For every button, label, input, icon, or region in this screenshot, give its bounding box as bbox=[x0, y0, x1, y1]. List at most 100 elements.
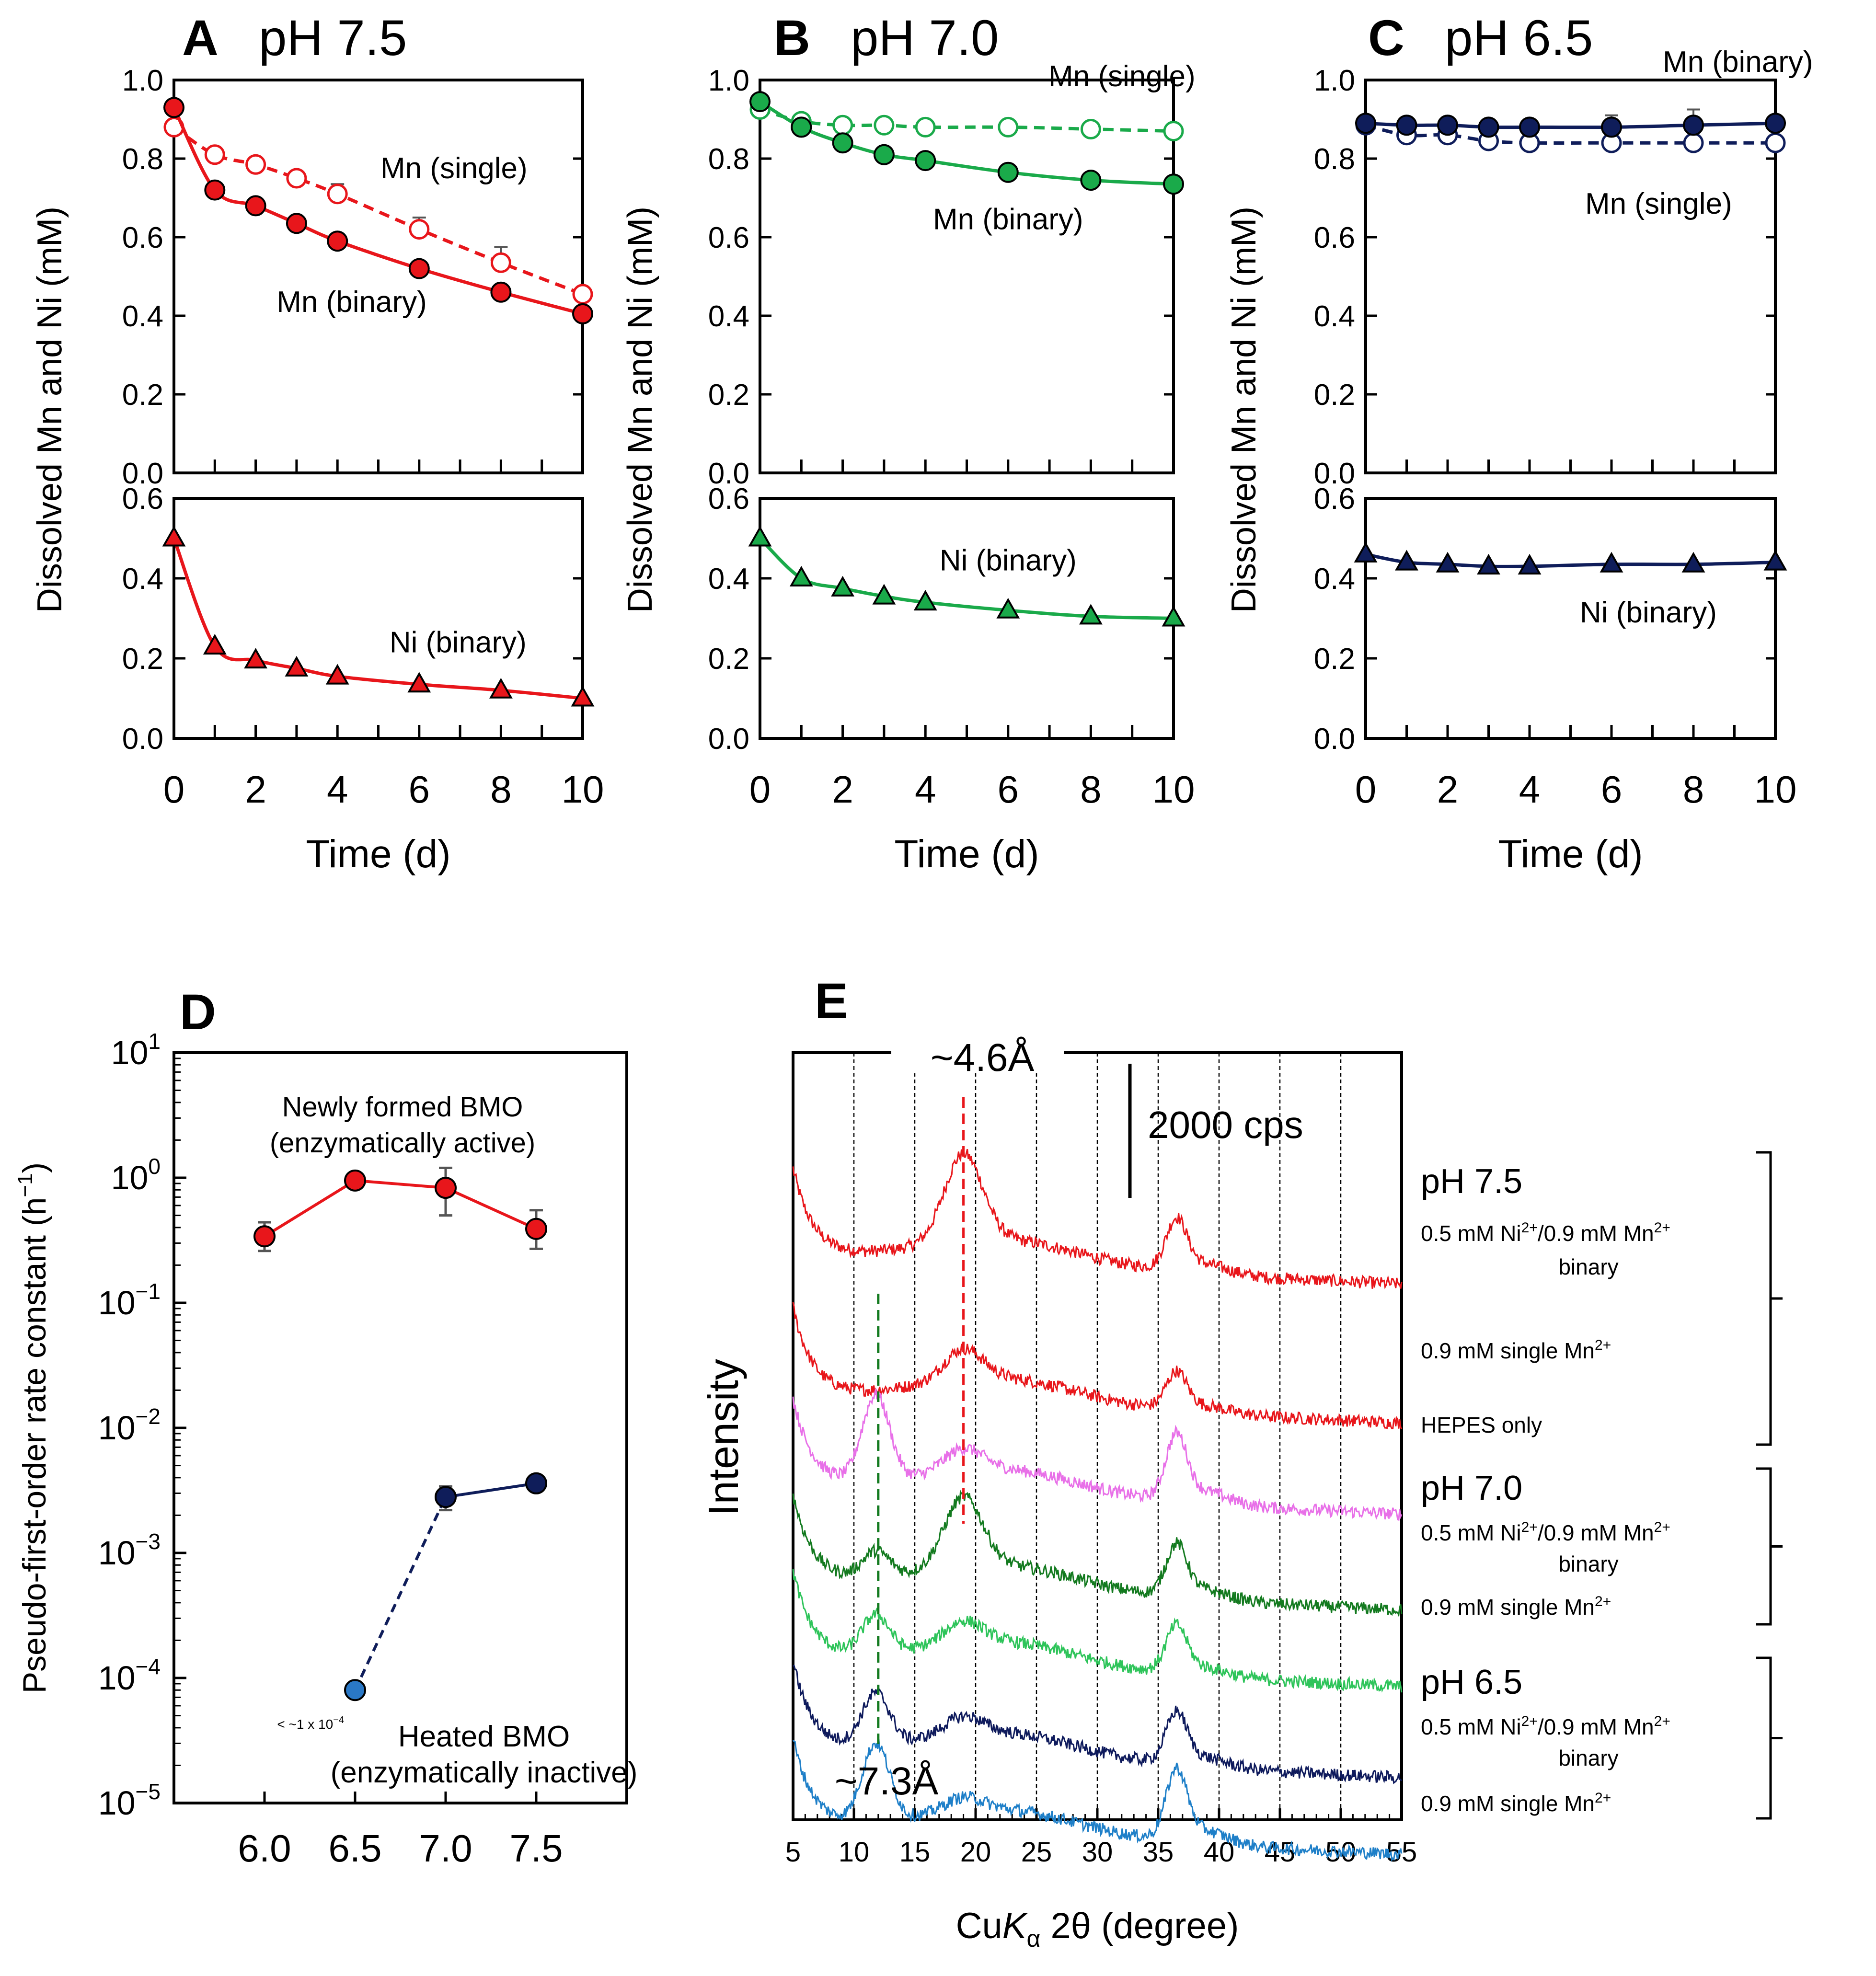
x-axis-title: Time (d) bbox=[306, 832, 450, 876]
data-point bbox=[327, 230, 348, 252]
y-tick-label: 0.4 bbox=[122, 563, 163, 596]
data-point bbox=[748, 526, 772, 547]
data-point bbox=[525, 1218, 547, 1240]
data-point bbox=[344, 1169, 366, 1192]
x-tick-label: 8 bbox=[1080, 768, 1102, 811]
series-label: Mn (binary) bbox=[1663, 46, 1813, 79]
y-tick-label: 0.6 bbox=[122, 483, 163, 516]
axes-frame bbox=[759, 79, 1175, 474]
data-point bbox=[997, 161, 1019, 183]
data-point bbox=[1355, 113, 1376, 134]
legend-entry-sup: 2+ bbox=[1521, 1713, 1538, 1729]
x-axis-title-rest: 2θ (degree) bbox=[1040, 1906, 1239, 1946]
panel-bc-extra-labels: Mn (single) Mn (binary) bbox=[1048, 46, 1813, 93]
label-bg bbox=[891, 1035, 1064, 1073]
y-tick-label: 1.0 bbox=[122, 64, 163, 97]
x-tick-label: 6.0 bbox=[238, 1827, 291, 1870]
x-tick-label: 8 bbox=[1683, 768, 1704, 811]
subplot-bottom: 0.0 0.2 0.4 0.6 Ni (binary) bbox=[708, 483, 1185, 756]
panel-title: pH 7.0 bbox=[851, 10, 999, 66]
data-point bbox=[874, 115, 895, 136]
subplot-bottom: 0.0 0.2 0.4 0.6 Ni (binary) bbox=[1314, 483, 1787, 756]
data-point bbox=[435, 1177, 457, 1199]
data-point bbox=[832, 115, 853, 136]
legend-entry: 0.5 mM Ni2+/0.9 mM Mn2+ bbox=[1421, 1220, 1670, 1246]
data-point bbox=[1163, 173, 1184, 195]
legend-entry-sup: 2+ bbox=[1595, 1594, 1611, 1609]
data-point bbox=[162, 526, 186, 547]
data-point bbox=[996, 597, 1020, 619]
y-tick-label: 0.2 bbox=[708, 643, 749, 676]
y-tick-label: 10−1 bbox=[98, 1279, 161, 1321]
y-tick-label: 0.0 bbox=[1314, 723, 1355, 756]
y-tick-label: 0.0 bbox=[122, 723, 163, 756]
y-tick-label: 10−4 bbox=[98, 1654, 161, 1697]
y-tick-exponent: −5 bbox=[136, 1779, 161, 1804]
y-axis-title-sup: −1 bbox=[13, 1173, 37, 1197]
data-point bbox=[407, 672, 431, 693]
data-point bbox=[1681, 551, 1705, 573]
series-label: Ni (binary) bbox=[390, 626, 527, 659]
legend-entry-sup: 2+ bbox=[1654, 1713, 1670, 1729]
y-tick-label: 0.6 bbox=[1314, 221, 1355, 254]
data-point bbox=[1079, 604, 1103, 625]
legend-bracket bbox=[1756, 1151, 1783, 1446]
x-tick-label: 6.5 bbox=[328, 1827, 381, 1870]
y-tick-label: 0.4 bbox=[122, 300, 163, 333]
x-tick-label: 8 bbox=[490, 768, 512, 811]
data-point bbox=[1080, 119, 1101, 139]
x-axis-title-cu: Cu bbox=[956, 1906, 1002, 1946]
annotation-limit-sup: −4 bbox=[333, 1715, 344, 1725]
data-point bbox=[1163, 121, 1184, 142]
data-point bbox=[490, 252, 511, 273]
legend-bracket bbox=[1756, 1467, 1783, 1626]
panel-letter: B bbox=[774, 10, 810, 66]
series-label: Mn (single) bbox=[1585, 187, 1732, 220]
scale-bar-label: 2000 cps bbox=[1148, 1103, 1303, 1146]
data-point bbox=[286, 213, 307, 234]
data-point bbox=[1683, 115, 1704, 136]
y-tick-exponent: −2 bbox=[136, 1404, 161, 1429]
y-tick-label: 0.2 bbox=[122, 643, 163, 676]
y-tick-label: 0.4 bbox=[1314, 300, 1355, 333]
data-point bbox=[832, 132, 853, 154]
data-point bbox=[1080, 170, 1102, 191]
x-tick-label: 6 bbox=[1601, 768, 1623, 811]
data-point bbox=[490, 281, 512, 303]
panel-letter: D bbox=[180, 984, 216, 1040]
y-tick-label: 0.4 bbox=[708, 563, 749, 596]
axes-frame bbox=[173, 497, 584, 740]
panel-letter: A bbox=[182, 10, 219, 66]
y-tick-base: 10 bbox=[111, 1159, 149, 1196]
legend-group-title: pH 6.5 bbox=[1421, 1663, 1522, 1701]
legend-entry: 0.9 mM single Mn2+ bbox=[1421, 1790, 1611, 1816]
data-point bbox=[1765, 113, 1786, 134]
data-point bbox=[286, 168, 307, 189]
y-tick-exponent: 1 bbox=[148, 1029, 161, 1054]
x-tick-label: 10 bbox=[562, 768, 604, 811]
subplot-bottom: 0.0 0.2 0.4 0.6 Ni (binary) bbox=[122, 483, 595, 756]
data-point bbox=[244, 648, 268, 669]
data-point bbox=[913, 590, 937, 611]
y-tick-exponent: −1 bbox=[136, 1279, 161, 1304]
xrd-pattern bbox=[793, 1664, 1403, 1784]
legend-entry: 0.5 mM Ni2+/0.9 mM Mn2+ bbox=[1421, 1713, 1670, 1739]
subplot-top: 0.0 0.2 0.4 0.6 0.8 1.0 Mn (single) Mn (binary) bbox=[122, 64, 593, 490]
legend-entry-text: /0.9 mM Mn bbox=[1538, 1221, 1654, 1246]
y-tick-base: 10 bbox=[111, 1034, 149, 1071]
y-tick-label: 0.6 bbox=[708, 221, 749, 254]
x-tick-label: 10 bbox=[839, 1837, 870, 1868]
axes-frame bbox=[173, 79, 584, 474]
x-tick-label: 0 bbox=[163, 768, 185, 811]
y-tick-label: 0.8 bbox=[122, 143, 163, 176]
series-label: Mn (binary) bbox=[276, 286, 427, 319]
data-point bbox=[344, 1679, 366, 1701]
data-point bbox=[245, 195, 266, 217]
series-label: Ni (binary) bbox=[940, 544, 1077, 577]
series-label: Ni (binary) bbox=[1580, 596, 1717, 629]
annotation-limit: < ~1 x 10−4 bbox=[277, 1715, 344, 1732]
